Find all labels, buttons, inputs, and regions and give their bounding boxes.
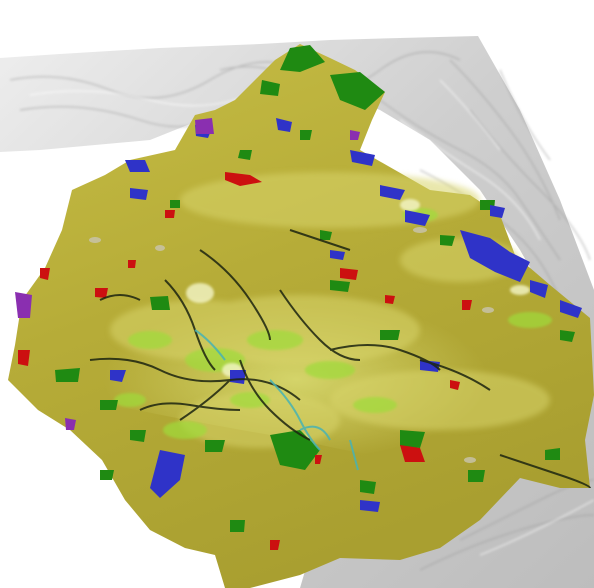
urban-areas	[18, 172, 472, 550]
water-bodies	[110, 118, 582, 512]
river-channels	[194, 329, 359, 471]
landcover-surface	[8, 44, 594, 588]
heath-patches	[15, 118, 360, 430]
bare-ground	[89, 227, 494, 463]
drainage-network	[89, 229, 591, 489]
forest-patches	[55, 45, 575, 532]
